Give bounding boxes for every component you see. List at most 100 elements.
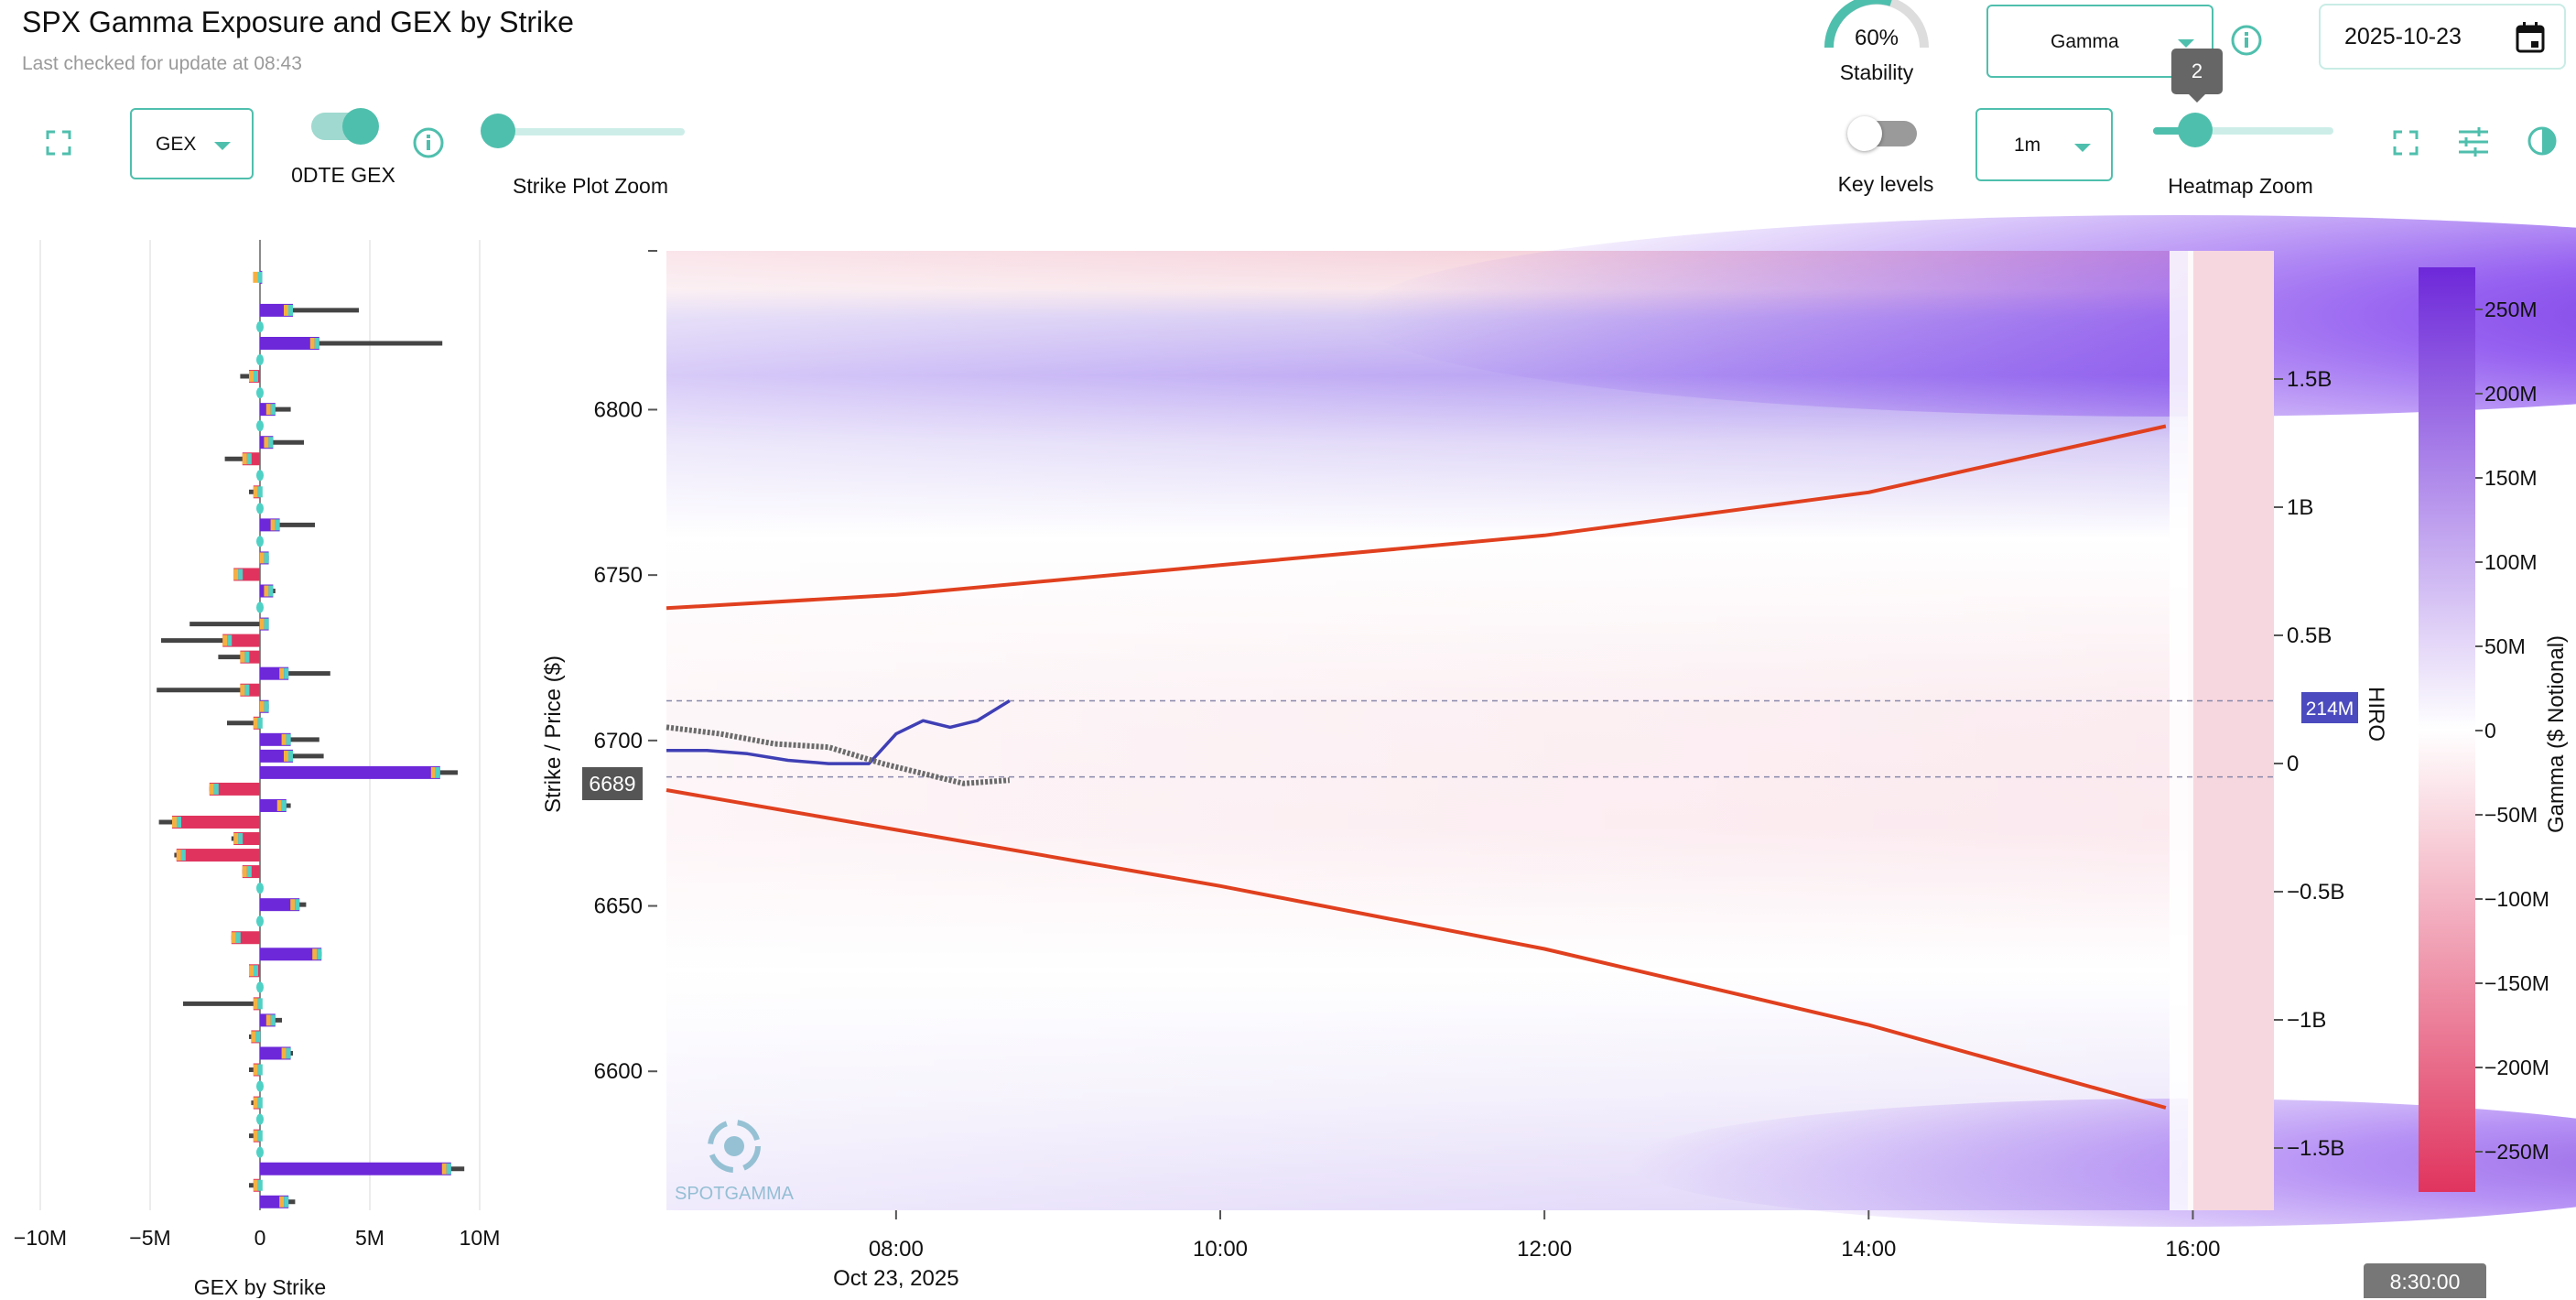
gex-bar-marker (295, 899, 300, 911)
gex-bar-marker (238, 569, 244, 580)
gex-bar-marker (242, 453, 247, 465)
gex-bar-marker (264, 585, 269, 597)
heatmap-surface[interactable] (666, 215, 2576, 1227)
hiro-tick: −1.5B (2287, 1136, 2344, 1161)
gex-zero-marker (256, 601, 264, 613)
key-levels-toggle[interactable] (1847, 116, 1917, 151)
gex-bar-marker (176, 850, 181, 861)
gex-bar-marker (284, 750, 288, 762)
slider-knob[interactable] (2178, 113, 2213, 147)
interval-select[interactable]: 1m (1975, 108, 2113, 181)
slider-track (497, 128, 685, 135)
hiro-tick: 1B (2287, 495, 2313, 520)
gex-bar-marker (430, 766, 436, 778)
gex-bar-marker (284, 304, 288, 316)
gex-bar-marker (235, 932, 241, 944)
gex-bar-marker (257, 486, 263, 498)
gex-x-tick: 0 (254, 1226, 266, 1250)
gex-bar (260, 765, 440, 779)
gex-bar (260, 948, 322, 961)
colorbar-tick: −100M (2484, 887, 2549, 911)
stability-gauge (1824, 0, 1929, 49)
gex-bar-marker (257, 1097, 263, 1109)
gex-bar-marker (288, 750, 293, 762)
gex-bar-marker (257, 717, 263, 729)
gex-bar (209, 782, 260, 796)
hiro-tick: 1.5B (2287, 367, 2332, 392)
strike-tick: 6750 (594, 563, 643, 588)
gex-bar-marker (244, 651, 250, 663)
gex-bar-marker (253, 1130, 258, 1142)
strike-tick: 6650 (594, 894, 643, 919)
gex-bar-marker (281, 1047, 287, 1059)
contrast-icon[interactable] (2527, 125, 2558, 157)
time-tick: 12:00 (1517, 1237, 1572, 1262)
colorbar-tick: −50M (2484, 803, 2538, 827)
gex-bar-marker (270, 1014, 276, 1026)
gex-bar-marker (231, 932, 236, 944)
gex-bar-marker (253, 486, 258, 498)
gex-by-strike-chart: −10M −5M 0 5M 10M GEX by Strike (14, 240, 500, 1298)
gex-bar-marker (253, 1179, 258, 1191)
gex-bar-marker (253, 271, 258, 283)
heatmap-zoom-slider[interactable]: 2 (2153, 49, 2333, 147)
gex-mode-select[interactable]: GEX (130, 108, 254, 179)
gex-bar-marker (264, 437, 269, 449)
spotgamma-logo: SPOTGAMMA (675, 1120, 795, 1204)
gex-bar (260, 1162, 451, 1175)
slider-fill (2153, 127, 2195, 135)
gex-bar-marker (275, 519, 280, 531)
info-icon[interactable] (2230, 24, 2263, 57)
gex-bar-marker (441, 1163, 447, 1175)
gex-bar-marker (177, 816, 181, 828)
interval-value: 1m (2014, 135, 2041, 156)
time-badge: 8:30:00 (2364, 1263, 2486, 1298)
gex-x-axis: −10M −5M 0 5M 10M (14, 1226, 500, 1250)
dte-gex-toggle[interactable] (311, 108, 379, 145)
time-tick: 08:00 (869, 1237, 924, 1262)
gex-bar-marker (257, 1179, 263, 1191)
colorbar-tick: −250M (2484, 1140, 2549, 1164)
greek-select-value: Gamma (2051, 31, 2119, 52)
gex-bar-marker (317, 948, 322, 960)
upper-range-line (666, 424, 2167, 611)
key-levels-label: Key levels (1837, 172, 1934, 196)
gex-bar-marker (246, 866, 252, 878)
info-icon[interactable] (412, 126, 445, 159)
gex-bar-marker (254, 371, 258, 383)
colorbar-tick: 50M (2484, 634, 2526, 658)
colorbar-tick: 100M (2484, 550, 2538, 574)
colorbar-tick: 250M (2484, 298, 2538, 321)
gex-zero-marker (256, 981, 264, 993)
stability-value: 60% (1854, 26, 1900, 50)
gex-bar-marker (233, 833, 239, 845)
hiro-tick: 0 (2287, 752, 2299, 776)
last-update-text: Last checked for update at 08:43 (22, 53, 302, 74)
calendar-icon[interactable] (2516, 22, 2545, 53)
gex-bar-marker (242, 866, 247, 878)
expand-icon[interactable] (46, 130, 71, 156)
date-field[interactable]: 2025-10-23 (2319, 4, 2566, 70)
strike-tick: 6600 (594, 1059, 643, 1084)
gex-x-axis-title: GEX by Strike (194, 1275, 326, 1298)
gex-bar-marker (249, 965, 254, 977)
hiro-line (666, 699, 1011, 765)
slider-knob[interactable] (481, 114, 515, 148)
gex-bar-marker (238, 833, 244, 845)
gex-bar-marker (264, 618, 269, 630)
gex-bar-marker (227, 634, 233, 646)
colorbar-title: Gamma ($ Notional) (2544, 635, 2569, 833)
gex-bar (260, 898, 300, 912)
hiro-y-axis: 1.5B 1B 0.5B 0 −0.5B −1B −1.5B (2274, 367, 2344, 1161)
sliders-icon[interactable] (2457, 126, 2490, 157)
gex-bar-marker (249, 371, 254, 383)
strike-zoom-slider[interactable] (481, 114, 685, 148)
gex-bar-marker (257, 998, 263, 1010)
gex-bar-marker (290, 899, 296, 911)
gex-mode-value: GEX (156, 134, 197, 155)
gex-bar (260, 336, 319, 350)
gex-bar-marker (253, 998, 258, 1010)
expand-icon[interactable] (2393, 130, 2419, 156)
gex-bar-marker (259, 618, 265, 630)
